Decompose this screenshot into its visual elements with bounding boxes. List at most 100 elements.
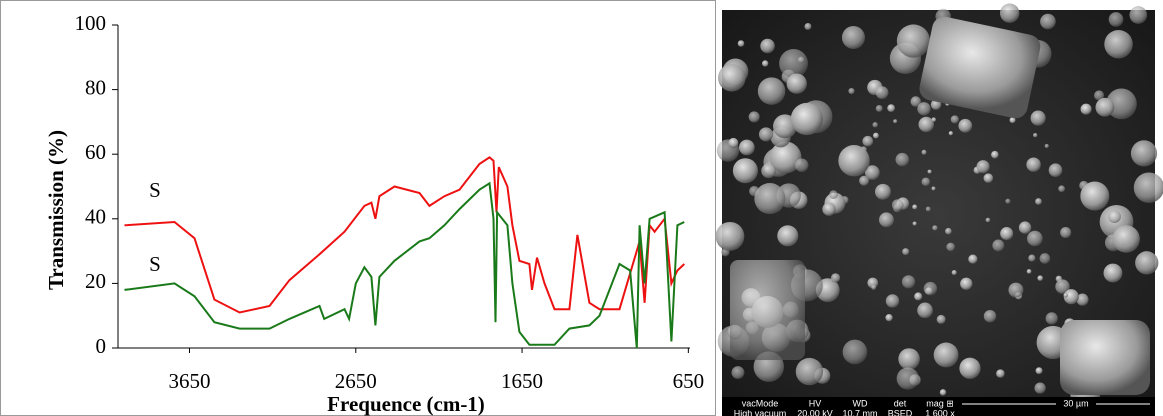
sem-grain [1008,282,1024,298]
sem-header: vacMode [742,398,779,408]
sem-grain [896,24,931,58]
sem-grain [1028,254,1036,262]
sem-grain [762,60,769,67]
sem-grain [1027,230,1043,247]
sem-grain [1040,13,1056,30]
sem-grain [902,248,910,256]
sem-grain [1129,6,1148,24]
x-tick-label: 650 [673,369,705,393]
sem-grain [748,111,760,123]
y-tick-label: 100 [75,11,107,35]
sem-grain [1063,289,1079,305]
sem-grain [983,309,997,323]
sem-grain [1108,12,1124,27]
sem-grain [797,56,805,64]
sem-grain [1063,292,1068,298]
sem-grain [875,86,889,100]
sem-grain [867,277,879,289]
sem-grain [946,242,955,252]
sem-grain [1060,227,1072,239]
sem-grain [1037,275,1043,281]
sem-grain [862,135,874,147]
sem-grain [758,127,774,142]
sem-value: 1 600 x [925,408,955,416]
sem-grain [874,183,891,200]
sem-grain [757,77,786,105]
sem-texture [715,3,1163,410]
sem-grain [1080,103,1092,115]
sem-value: 10.7 mm [842,408,877,416]
sem-grain [996,369,1005,378]
sem-grain [794,158,809,173]
x-tick-label: 1650 [501,369,543,393]
sem-grain [1000,227,1014,241]
sem-grain [948,131,953,136]
sem-grain [925,206,931,212]
sem-grain [917,102,931,116]
sem-grain [779,49,808,78]
sem-grain [1130,140,1158,167]
sem-grain [1103,263,1123,283]
sem-grain [738,139,755,156]
sem-grain [914,292,923,301]
y-tick-label: 60 [85,140,106,164]
sem-grain [848,87,855,95]
sem-grain [1133,172,1163,203]
sem-grain [912,204,918,210]
sem-crystal [919,16,1041,119]
sem-grain [829,190,838,199]
y-tick-label: 80 [85,75,106,99]
sem-grain [1112,225,1140,253]
sem-grain [871,284,877,290]
sem-grain [786,73,807,94]
sem-grain [1026,157,1041,172]
sem-grain [910,96,922,107]
sem-grain [769,141,802,174]
sem-grain [1035,198,1042,205]
sem-grain [795,357,824,386]
sem-grain [985,217,991,223]
sem-grain [887,104,895,112]
x-axis-label: Frequence (cm-1) [327,392,485,416]
sem-grain [976,160,990,174]
scale-bar-bg [1056,399,1096,409]
sem-grain [921,149,927,155]
sem-grain [838,145,870,177]
sem-grain [790,102,823,136]
sem-grain [931,117,937,122]
annotation: S [149,252,161,276]
sem-grain [842,339,868,365]
y-axis-label: Transmission (%) [44,130,68,290]
sem-value: High vacuum [734,408,787,416]
sem-header: WD [853,398,868,408]
sem-grain [1044,143,1049,149]
sem-grain [895,152,910,167]
sem-grain [927,169,932,174]
sem-grain [761,163,777,179]
sem-grain [1055,279,1070,294]
sem-header: HV [809,398,822,408]
sem-grain [754,183,786,215]
sem-grain [923,281,938,296]
sem-grain [1076,293,1089,306]
sem-grain [1033,133,1038,138]
sem-grain [1005,198,1011,204]
sem-grain [999,3,1020,23]
sem-grain [1034,382,1046,394]
sem-grain [1135,251,1159,275]
sem-grain [1095,97,1115,117]
y-tick-label: 0 [96,334,107,358]
sem-grain [715,221,745,251]
sem-grain [875,105,883,112]
sem-grain [891,199,904,211]
sem-grain [1104,29,1133,59]
sem-grain [932,225,938,231]
sem-grain [939,389,947,396]
sem-grain [728,137,739,148]
sem-header: mag ⊞ [926,398,954,408]
sem-grain [1094,90,1105,101]
sem-grain [921,177,931,186]
sem-grain [872,132,879,139]
sem-grain [918,116,934,133]
